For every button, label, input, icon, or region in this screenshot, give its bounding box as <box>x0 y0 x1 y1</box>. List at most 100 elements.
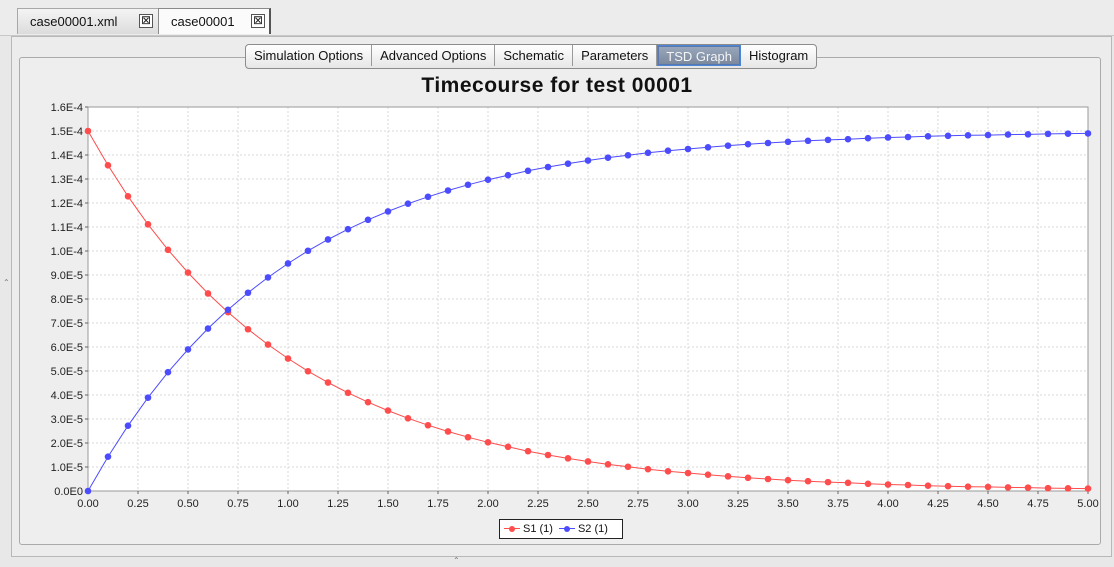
resize-grip-icon[interactable]: ⌃ <box>453 556 460 565</box>
chart-title: Timecourse for test 00001 <box>421 74 693 97</box>
data-point-s2 <box>1024 131 1032 138</box>
x-tick-label: 1.50 <box>377 498 398 510</box>
x-tick-label: 1.75 <box>427 498 448 510</box>
y-tick-label: 1.2E-4 <box>51 198 83 210</box>
x-tick-label: 2.50 <box>577 498 598 510</box>
y-tick-label: 4.0E-5 <box>51 390 83 402</box>
y-tick-label: 1.6E-4 <box>51 102 83 114</box>
legend-item-s2: S2 (1) <box>558 523 608 535</box>
data-point-s2 <box>824 136 832 144</box>
data-point-s1 <box>624 463 632 471</box>
data-point-s1 <box>284 355 292 362</box>
data-point-s2 <box>124 422 132 430</box>
y-tick-label: 1.5E-4 <box>51 126 83 138</box>
resize-grip-icon[interactable]: ⌃ <box>3 278 10 287</box>
data-point-s2 <box>664 147 672 154</box>
x-tick-label: 1.00 <box>277 498 298 510</box>
legend-swatch-s1 <box>504 524 520 534</box>
data-point-s2 <box>864 134 872 142</box>
data-point-s2 <box>364 216 372 224</box>
data-point-s2 <box>1064 130 1072 137</box>
data-point-s1 <box>704 471 712 478</box>
tab-histogram[interactable]: Histogram <box>749 48 809 63</box>
data-point-s1 <box>444 428 452 435</box>
data-point-s2 <box>564 160 572 167</box>
tab-case00001-xml[interactable]: case00001.xml ⊠ <box>17 8 159 34</box>
data-point-s2 <box>104 453 112 460</box>
data-point-s1 <box>124 192 132 200</box>
data-point-s2 <box>1084 130 1092 137</box>
data-point-s1 <box>1044 484 1052 492</box>
tab-advanced-options[interactable]: Advanced Options <box>372 45 496 66</box>
tab-parameters[interactable]: Parameters <box>573 45 658 66</box>
data-point-s2 <box>284 260 292 267</box>
data-point-s1 <box>644 465 652 473</box>
tab-case00001[interactable]: case00001 ⊠ <box>158 8 271 34</box>
data-point-s2 <box>464 181 472 189</box>
data-point-s1 <box>244 325 252 333</box>
data-point-s1 <box>604 461 612 468</box>
data-point-s2 <box>324 236 332 243</box>
legend-label-s2: S2 (1) <box>577 523 608 535</box>
data-point-s1 <box>384 407 392 414</box>
y-tick-label: 1.0E-5 <box>51 462 83 474</box>
data-point-s1 <box>104 162 112 169</box>
x-tick-label: 2.75 <box>627 498 648 510</box>
data-point-s2 <box>544 163 552 171</box>
x-tick-label: 2.00 <box>477 498 498 510</box>
data-point-s1 <box>584 458 592 465</box>
data-point-s1 <box>724 473 732 480</box>
data-point-s1 <box>144 221 152 228</box>
data-point-s1 <box>544 451 552 459</box>
tab-label: case00001.xml <box>30 14 118 29</box>
data-point-s1 <box>564 455 572 462</box>
x-tick-label: 4.50 <box>977 498 998 510</box>
tab-tsd-graph[interactable]: TSD Graph <box>657 45 742 66</box>
x-tick-label: 0.75 <box>227 498 248 510</box>
data-point-s1 <box>1064 485 1072 492</box>
y-tick-label: 7.0E-5 <box>51 318 83 330</box>
x-tick-label: 2.25 <box>527 498 548 510</box>
data-point-s1 <box>484 438 492 446</box>
data-point-s2 <box>144 394 152 401</box>
data-point-s2 <box>884 134 892 141</box>
data-point-s2 <box>264 274 272 281</box>
data-point-s2 <box>644 149 652 157</box>
legend-item-s1: S1 (1) <box>504 523 553 535</box>
y-tick-label: 6.0E-5 <box>51 342 83 354</box>
data-point-s2 <box>1004 131 1012 138</box>
legend-swatch-s2 <box>558 524 575 534</box>
data-point-s2 <box>984 131 992 139</box>
data-point-s1 <box>344 389 352 397</box>
data-point-s2 <box>384 208 392 215</box>
data-point-s2 <box>304 247 312 255</box>
data-point-s1 <box>824 478 832 486</box>
data-point-s2 <box>204 325 212 332</box>
data-point-s1 <box>864 480 872 488</box>
y-tick-label: 0.0E0 <box>54 486 83 498</box>
data-point-s2 <box>444 187 452 194</box>
data-point-s1 <box>1084 485 1092 492</box>
x-tick-label: 1.25 <box>327 498 348 510</box>
data-point-s1 <box>984 483 992 491</box>
data-point-s2 <box>924 132 932 140</box>
data-point-s1 <box>304 367 312 375</box>
close-icon[interactable]: ⊠ <box>139 13 153 28</box>
close-icon[interactable]: ⊠ <box>251 13 265 28</box>
data-point-s2 <box>764 139 772 147</box>
tab-schematic[interactable]: Schematic <box>495 45 574 66</box>
y-tick-label: 8.0E-5 <box>51 294 83 306</box>
data-point-s2 <box>724 142 732 149</box>
tab-simulation-options[interactable]: Simulation Options <box>246 45 373 66</box>
data-point-s2 <box>1044 130 1052 138</box>
y-tick-label: 1.1E-4 <box>51 222 83 234</box>
data-point-s2 <box>404 200 412 208</box>
data-point-s2 <box>804 137 812 145</box>
document-tab-bar: case00001.xml ⊠ case00001 ⊠ <box>0 0 1114 36</box>
data-point-s2 <box>784 138 792 146</box>
x-tick-label: 0.50 <box>177 498 198 510</box>
tab-label: case00001 <box>171 14 235 29</box>
data-point-s1 <box>184 269 192 276</box>
data-point-s1 <box>1024 484 1032 491</box>
